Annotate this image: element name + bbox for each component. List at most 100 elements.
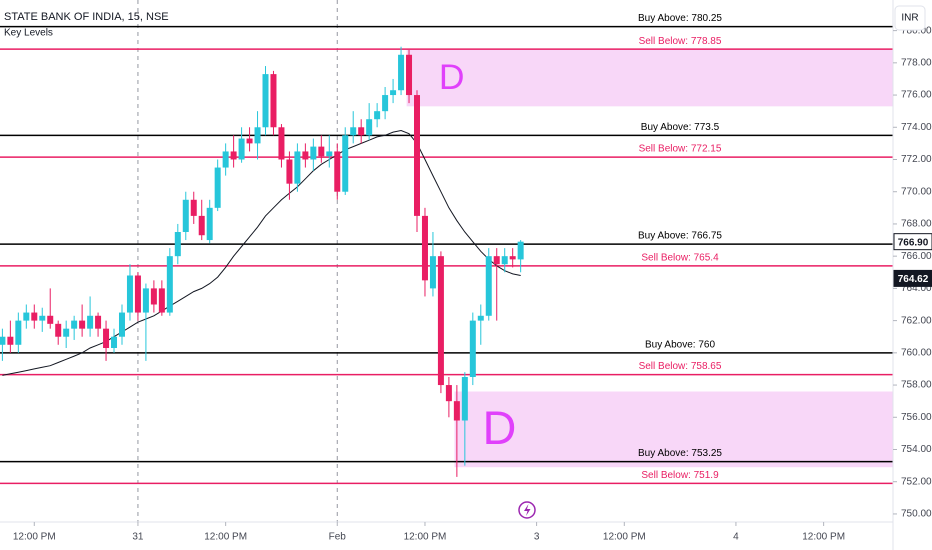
- candle-body: [87, 315, 94, 329]
- y-tick-label: 764.00: [901, 283, 932, 294]
- x-tick-label: 3: [534, 532, 540, 543]
- y-tick-label: 772.00: [901, 154, 932, 165]
- candle: [95, 312, 102, 337]
- candle: [87, 296, 94, 337]
- key-level-label: Buy Above: 753.25: [638, 448, 722, 459]
- x-tick-label: 12:00 PM: [404, 532, 447, 543]
- candle: [55, 320, 62, 345]
- x-tick-label: 31: [132, 532, 144, 543]
- candle-body: [182, 199, 189, 232]
- candle: [509, 248, 516, 268]
- candle: [103, 320, 110, 361]
- price-tag-label: 764.62: [898, 274, 929, 285]
- lightning-icon[interactable]: [518, 501, 536, 519]
- candle-body: [429, 256, 436, 289]
- y-tick-label: 760.00: [901, 347, 932, 358]
- candle-body: [190, 199, 197, 216]
- y-tick-label: 752.00: [901, 476, 932, 487]
- candle: [406, 49, 413, 104]
- candle: [445, 377, 452, 418]
- candle-body: [406, 54, 413, 96]
- key-level-label: Buy Above: 773.5: [641, 122, 720, 133]
- candle-body: [421, 215, 428, 281]
- candle: [246, 127, 253, 152]
- candle: [79, 304, 86, 337]
- candle-body: [485, 256, 492, 316]
- candle: [382, 87, 389, 120]
- candle: [31, 304, 38, 329]
- candle-body: [382, 95, 389, 112]
- candle: [421, 207, 428, 297]
- candle-body: [158, 288, 165, 313]
- candle-body: [501, 256, 508, 265]
- candle: [39, 307, 46, 332]
- candle: [206, 199, 213, 244]
- candle-body: [366, 119, 373, 136]
- candle-body: [55, 323, 62, 337]
- candle-body: [517, 241, 524, 260]
- indicator-name: Key Levels: [4, 28, 53, 39]
- x-tick-label: Feb: [329, 532, 347, 543]
- candle: [310, 138, 317, 171]
- candle-body: [71, 320, 78, 329]
- candle: [374, 103, 381, 128]
- candle-body: [238, 138, 245, 160]
- axes: 750.00 752.00 754.00 756.00 758.00 760.00 762.…: [13, 25, 932, 543]
- candle-body: [15, 320, 22, 345]
- candle: [47, 288, 54, 329]
- candle: [437, 251, 444, 394]
- candle-body: [390, 90, 397, 96]
- candle-body: [63, 328, 70, 337]
- y-tick-label: 750.00: [901, 509, 932, 520]
- candle-body: [342, 135, 349, 192]
- candle: [126, 264, 133, 321]
- candle-body: [262, 74, 269, 128]
- candle: [134, 272, 141, 321]
- candle-body: [286, 159, 293, 184]
- y-tick-label: 778.00: [901, 57, 932, 68]
- key-level-label: Sell Below: 765.4: [641, 252, 719, 263]
- candle-body: [166, 256, 173, 313]
- candle-body: [39, 315, 46, 321]
- candle-body: [278, 127, 285, 160]
- candle: [398, 46, 405, 96]
- candle-body: [7, 336, 14, 345]
- candle: [326, 135, 333, 168]
- candle-body: [509, 256, 516, 260]
- candle-body: [437, 256, 444, 386]
- candle-body: [326, 151, 333, 157]
- candle: [501, 248, 508, 273]
- key-level-label: Sell Below: 778.85: [639, 36, 722, 47]
- candle: [493, 248, 500, 321]
- y-tick-label: 774.00: [901, 122, 932, 133]
- candle: [318, 135, 325, 163]
- candle-body: [230, 151, 237, 160]
- levels: Buy Above: 780.25 Sell Below: 778.85 Buy A…: [0, 13, 893, 485]
- candle-body: [198, 215, 205, 236]
- y-tick-label: 754.00: [901, 444, 932, 455]
- candle-body: [358, 127, 365, 136]
- candle: [453, 385, 460, 477]
- candle-body: [469, 320, 476, 377]
- currency-button[interactable]: [894, 5, 926, 31]
- candle-body: [95, 315, 102, 329]
- candle: [270, 70, 277, 136]
- candle: [15, 312, 22, 353]
- y-tick-label: 770.00: [901, 186, 932, 197]
- candle-body: [214, 167, 221, 208]
- candle: [294, 143, 301, 192]
- candle-body: [413, 95, 420, 216]
- candle: [214, 159, 221, 212]
- candle: [150, 280, 157, 313]
- zone-label: D: [439, 57, 465, 97]
- candle: [0, 328, 6, 361]
- key-level-label: Sell Below: 758.65: [639, 361, 722, 372]
- icon-bolt: [524, 504, 531, 516]
- demand-zone: [454, 391, 893, 468]
- candle-body: [477, 315, 484, 321]
- x-tick-label: 12:00 PM: [603, 532, 646, 543]
- zone-label: D: [483, 402, 517, 454]
- candle-body: [254, 127, 261, 144]
- y-tick-label: 768.00: [901, 219, 932, 230]
